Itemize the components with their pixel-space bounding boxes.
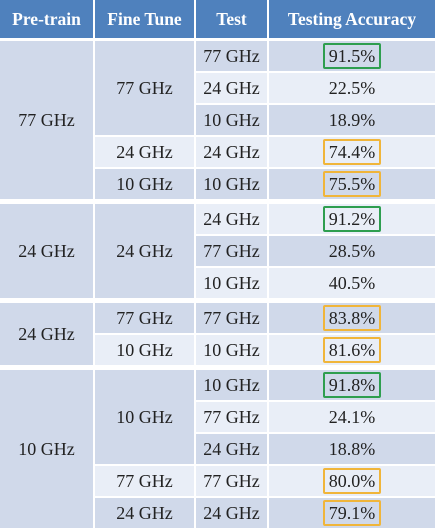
accuracy-value: 75.5% — [322, 171, 382, 197]
test-cell: 10 GHz — [196, 169, 269, 201]
test-cell: 24 GHz — [196, 201, 269, 236]
test-cell: 10 GHz — [196, 367, 269, 402]
test-cell: 10 GHz — [196, 335, 269, 367]
accuracy-cell: 40.5% — [269, 268, 435, 300]
table-row: 10 GHz 10 GHz 81.6% — [0, 335, 435, 367]
header-pretrain: Pre-train — [0, 0, 95, 41]
accuracy-value: 81.6% — [322, 337, 382, 363]
finetune-cell: 77 GHz — [95, 300, 196, 335]
accuracy-value: 18.9% — [328, 110, 376, 130]
test-cell: 77 GHz — [196, 402, 269, 434]
finetune-cell: 10 GHz — [95, 367, 196, 466]
accuracy-value: 28.5% — [328, 241, 376, 261]
test-cell: 77 GHz — [196, 41, 269, 73]
table-row: 77 GHz 24.1% — [0, 402, 435, 434]
table-row: 24 GHz 24 GHz 74.4% — [0, 137, 435, 169]
accuracy-value: 79.1% — [322, 500, 382, 526]
test-cell: 24 GHz — [196, 137, 269, 169]
table-row: 77 GHz 77 GHz 77 GHz 91.5% — [0, 41, 435, 201]
accuracy-value: 91.5% — [322, 43, 382, 69]
test-cell: 24 GHz — [196, 434, 269, 466]
finetune-cell: 24 GHz — [95, 201, 196, 300]
accuracy-cell: 91.5% — [269, 41, 435, 73]
accuracy-cell: 79.1% — [269, 498, 435, 530]
test-cell: 77 GHz — [196, 300, 269, 335]
accuracy-value: 91.2% — [322, 206, 382, 232]
header-test: Test — [196, 0, 269, 41]
table-row: 24 GHz 77 GHz 77 GHz 83.8% — [0, 300, 435, 367]
pretrain-cell: 10 GHz — [0, 367, 95, 530]
accuracy-value: 40.5% — [328, 273, 376, 293]
pretrain-cell: 24 GHz — [0, 201, 95, 300]
accuracy-cell: 18.8% — [269, 434, 435, 466]
accuracy-cell: 74.4% — [269, 137, 435, 169]
table-row: 10 GHz 10 GHz 10 GHz 91.8% — [0, 367, 435, 530]
table-row: 77 GHz 77 GHz 80.0% — [0, 466, 435, 498]
table-row: 10 GHz 40.5% — [0, 268, 435, 300]
accuracy-value: 74.4% — [322, 139, 382, 165]
accuracy-cell: 75.5% — [269, 169, 435, 201]
test-cell: 24 GHz — [196, 498, 269, 530]
test-cell: 10 GHz — [196, 105, 269, 137]
accuracy-cell: 28.5% — [269, 236, 435, 268]
pretrain-cell: 77 GHz — [0, 41, 95, 201]
pretrain-cell: 24 GHz — [0, 300, 95, 367]
table-row: 77 GHz 28.5% — [0, 236, 435, 268]
accuracy-value: 83.8% — [322, 305, 382, 331]
accuracy-cell: 22.5% — [269, 73, 435, 105]
header-accuracy: Testing Accuracy — [269, 0, 435, 41]
accuracy-cell: 24.1% — [269, 402, 435, 434]
finetune-cell: 77 GHz — [95, 466, 196, 498]
accuracy-value: 24.1% — [328, 407, 376, 427]
table-row: 24 GHz 18.8% — [0, 434, 435, 466]
table-row: 24 GHz 22.5% — [0, 73, 435, 105]
accuracy-cell: 81.6% — [269, 335, 435, 367]
header-row: Pre-train Fine Tune Test Testing Accurac… — [0, 0, 435, 41]
finetune-cell: 10 GHz — [95, 335, 196, 367]
accuracy-value: 18.8% — [328, 439, 376, 459]
test-cell: 77 GHz — [196, 236, 269, 268]
finetune-cell: 24 GHz — [95, 498, 196, 530]
test-cell: 10 GHz — [196, 268, 269, 300]
finetune-cell: 10 GHz — [95, 169, 196, 201]
table-row: 24 GHz 24 GHz 24 GHz 91.2% — [0, 201, 435, 300]
accuracy-value: 22.5% — [328, 78, 376, 98]
accuracy-cell: 18.9% — [269, 105, 435, 137]
finetune-cell: 24 GHz — [95, 137, 196, 169]
accuracy-cell: 91.8% — [269, 367, 435, 402]
accuracy-value: 80.0% — [322, 468, 382, 494]
accuracy-cell: 91.2% — [269, 201, 435, 236]
finetune-cell: 77 GHz — [95, 41, 196, 137]
accuracy-cell: 80.0% — [269, 466, 435, 498]
table-row: 10 GHz 10 GHz 75.5% — [0, 169, 435, 201]
test-cell: 24 GHz — [196, 73, 269, 105]
accuracy-value: 91.8% — [322, 372, 382, 398]
table-row: 10 GHz 18.9% — [0, 105, 435, 137]
header-finetune: Fine Tune — [95, 0, 196, 41]
accuracy-cell: 83.8% — [269, 300, 435, 335]
test-cell: 77 GHz — [196, 466, 269, 498]
